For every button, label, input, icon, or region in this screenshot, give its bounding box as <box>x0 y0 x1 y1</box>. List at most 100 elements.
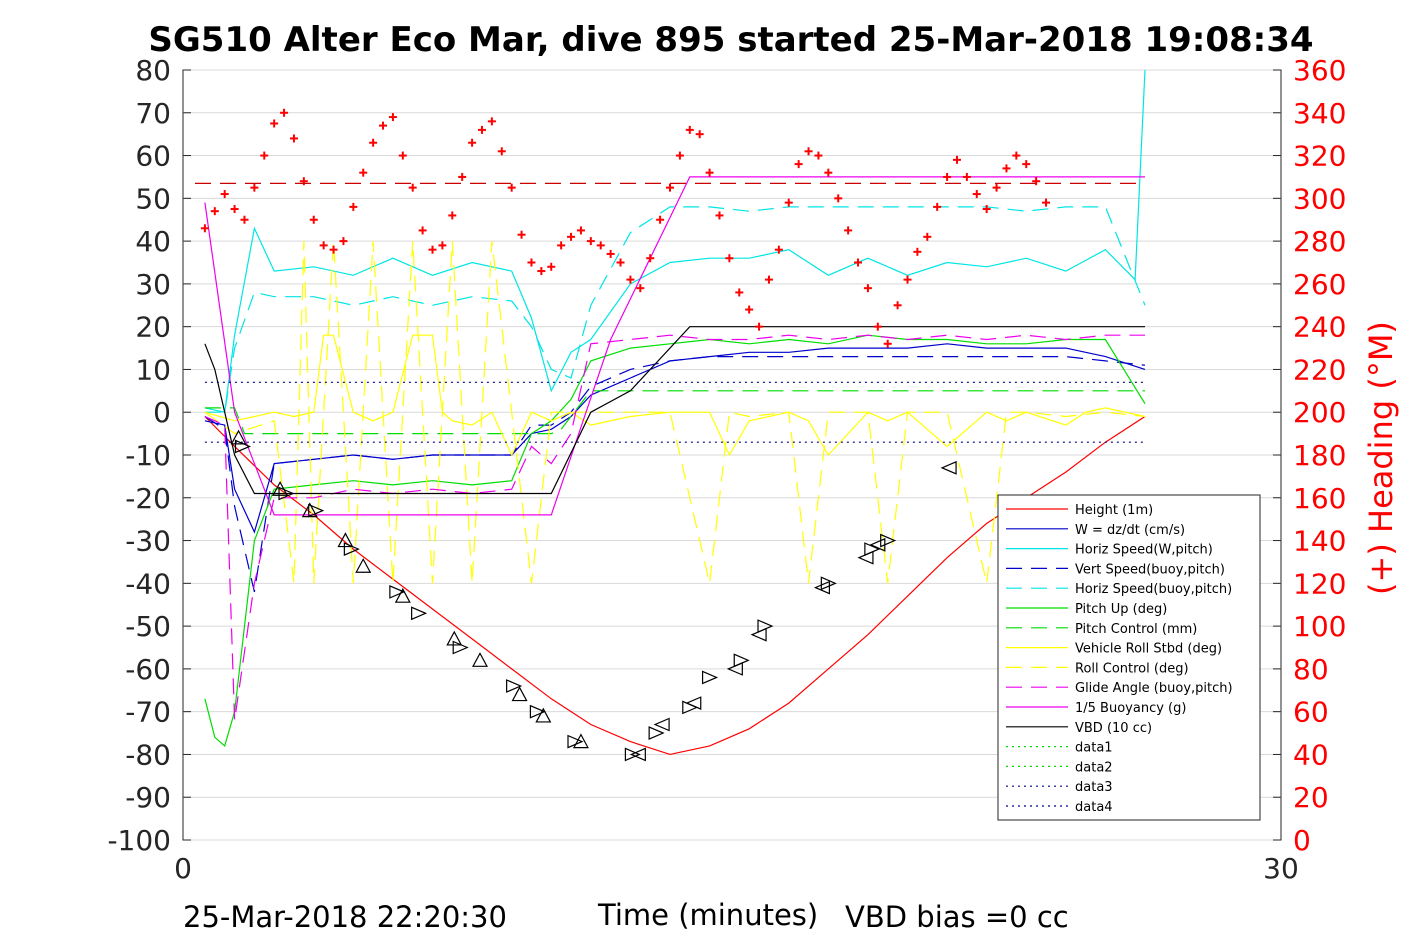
heading-point <box>933 202 942 211</box>
left-tick-label: 60 <box>135 140 171 173</box>
heading-point <box>695 130 704 139</box>
heading-point <box>616 258 625 267</box>
heading-point <box>834 194 843 203</box>
heading-point <box>448 211 457 220</box>
heading-point <box>260 151 269 160</box>
heading-point <box>517 230 526 239</box>
heading-point <box>666 183 674 192</box>
glide-marker <box>471 652 489 667</box>
legend-label: Height (1m) <box>1075 503 1153 518</box>
heading-point <box>418 226 427 235</box>
heading-point <box>1022 160 1031 169</box>
left-tick-label: -100 <box>107 824 171 857</box>
glide-marker <box>506 679 523 693</box>
right-tick-label: 180 <box>1293 439 1346 472</box>
heading-point <box>250 183 259 192</box>
glide-marker <box>308 503 325 518</box>
heading-point <box>745 305 754 314</box>
right-tick-label: 220 <box>1293 353 1346 386</box>
x-axis: 0 30 <box>174 852 1299 885</box>
heading-point <box>210 207 219 216</box>
heading-point <box>972 190 981 199</box>
heading-point <box>388 113 397 122</box>
glide-marker <box>278 486 295 501</box>
heading-point <box>735 288 744 297</box>
x-tick-label: 0 <box>174 852 192 885</box>
right-tick-label: 100 <box>1293 610 1346 643</box>
right-tick-label: 0 <box>1293 824 1311 857</box>
legend-label: data2 <box>1075 760 1113 775</box>
glide-marker <box>355 557 372 573</box>
glide-marker <box>685 696 702 711</box>
heading-point <box>369 138 378 147</box>
heading-point <box>349 202 358 211</box>
left-tick-label: 30 <box>135 268 171 301</box>
left-tick-label: -40 <box>125 567 171 600</box>
heading-point <box>270 119 279 128</box>
glide-marker <box>343 542 360 557</box>
left-tick-label: 0 <box>153 396 171 429</box>
heading-point <box>844 226 853 235</box>
left-tick-label: -70 <box>125 696 171 729</box>
heading-point <box>329 245 338 254</box>
x-tick-label: 30 <box>1263 852 1299 885</box>
left-axis: 80 70 60 50 40 30 20 10 0 -10 -20 -30 -40 -50 -60 -70 -8… <box>107 54 191 857</box>
footer-vbd-bias: VBD bias =0 cc <box>845 900 1069 934</box>
heading-point <box>1032 177 1041 186</box>
heading-point <box>863 284 872 293</box>
heading-point <box>339 237 348 246</box>
heading-point <box>458 172 467 181</box>
heading-point <box>774 245 783 254</box>
glide-marker <box>511 686 528 702</box>
legend-label: Pitch Up (deg) <box>1075 602 1167 617</box>
left-tick-label: 70 <box>135 97 171 130</box>
glide-marker <box>629 747 646 762</box>
heading-point <box>854 258 863 267</box>
left-tick-label: 40 <box>135 225 171 258</box>
glide-marker <box>940 460 957 475</box>
glide-marker <box>272 480 289 496</box>
right-tick-label: 340 <box>1293 97 1346 130</box>
right-tick-label: 360 <box>1293 54 1346 87</box>
series-horiz-speed-w-pitch <box>204 69 1146 413</box>
legend-label: Glide Angle (buoy,pitch) <box>1075 681 1233 696</box>
heading-point <box>220 190 229 199</box>
heading-point <box>913 247 922 256</box>
heading-point <box>794 160 803 169</box>
heading-point <box>230 205 239 214</box>
legend: Height (1m) W = dz/dt (cm/s) Horiz Speed(W… <box>997 494 1261 821</box>
left-tick-label: -30 <box>125 525 171 558</box>
heading-point <box>893 301 902 310</box>
heading-point <box>507 183 516 192</box>
heading-point <box>883 339 892 348</box>
glide-marker <box>452 640 469 655</box>
right-tick-label: 140 <box>1293 525 1346 558</box>
glide-marker <box>535 707 552 723</box>
legend-label: W = dz/dt (cm/s) <box>1075 523 1185 538</box>
right-tick-label: 60 <box>1293 696 1329 729</box>
heading-point <box>527 258 536 267</box>
glide-marker <box>529 704 546 719</box>
glide-marker <box>411 606 428 621</box>
heading-point <box>398 151 407 160</box>
heading-point <box>1042 198 1051 207</box>
heading-point <box>428 245 437 254</box>
glide-marker <box>820 576 837 591</box>
glide-marker <box>572 733 589 749</box>
heading-point <box>804 147 813 156</box>
right-axis-label: (+) Heading (°M) <box>1362 321 1400 595</box>
glide-marker <box>234 439 252 454</box>
glide-marker <box>624 747 641 762</box>
legend-label: Horiz Speed(W,pitch) <box>1075 543 1213 558</box>
heading-point <box>240 215 249 224</box>
glide-marker <box>733 653 750 668</box>
legend-label: data1 <box>1075 741 1113 756</box>
heading-point <box>280 108 289 117</box>
heading-point <box>952 155 961 164</box>
legend-label: Vert Speed(buoy,pitch) <box>1075 562 1225 577</box>
right-tick-label: 40 <box>1293 738 1329 771</box>
left-tick-label: 10 <box>135 353 171 386</box>
heading-point <box>567 232 576 241</box>
